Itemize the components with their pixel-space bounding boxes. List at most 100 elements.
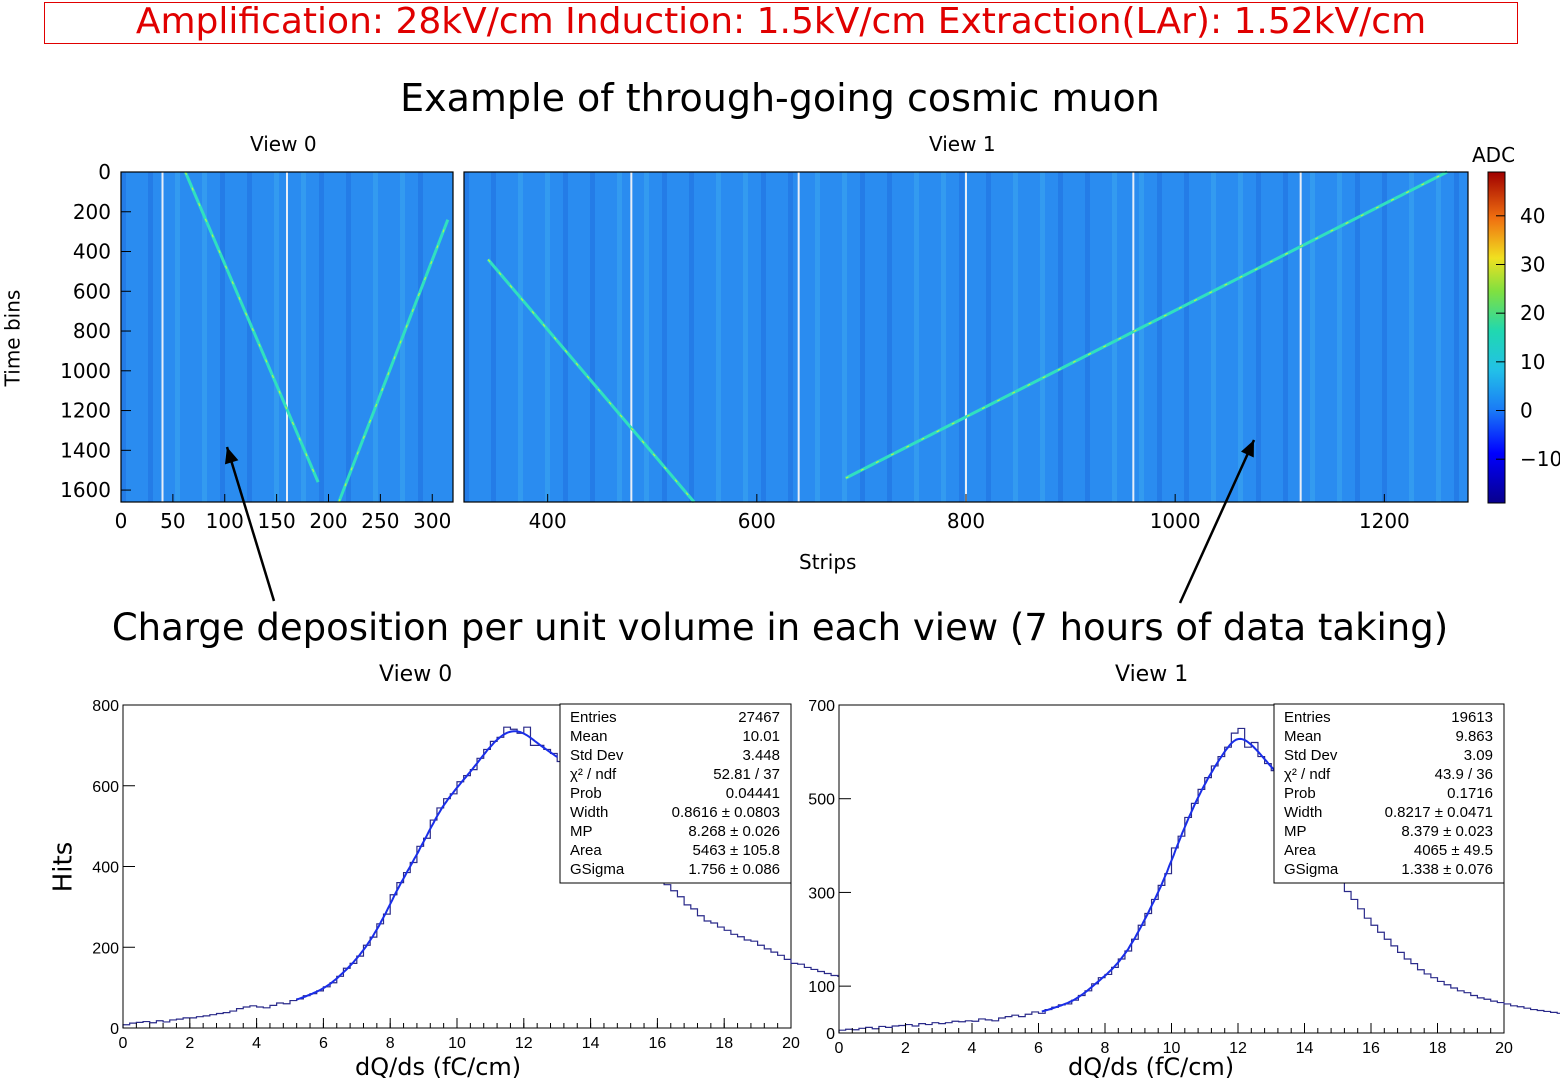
- stats-key: Mean: [1284, 728, 1322, 745]
- noise-stripe: [1310, 172, 1315, 502]
- view0-hist-title: View 0: [379, 662, 453, 687]
- y-tick-label: 400: [73, 240, 111, 264]
- noise-stripe: [617, 172, 622, 502]
- event-display-frame: [120, 171, 454, 503]
- noise-stripe: [689, 172, 694, 502]
- hist-x-tick-label: 14: [582, 1035, 600, 1052]
- hist-x-tick-label: 2: [901, 1040, 910, 1057]
- noise-stripe: [175, 172, 180, 502]
- x-tick-label: 600: [738, 509, 776, 533]
- noise-stripe: [1238, 172, 1243, 502]
- stats-key: Entries: [1284, 709, 1331, 726]
- colorbar: [1487, 171, 1506, 504]
- hist-x-tick-label: 12: [515, 1035, 533, 1052]
- stats-value: 19613: [1451, 709, 1493, 726]
- noise-stripe: [716, 172, 721, 502]
- noise-stripe: [590, 172, 595, 502]
- noise-stripe: [247, 172, 252, 502]
- main-title: Example of through-going cosmic muon: [400, 76, 1160, 120]
- stats-key: GSigma: [1284, 861, 1339, 878]
- noise-stripe: [662, 172, 667, 502]
- noise-stripe: [220, 172, 225, 502]
- noise-stripe: [1256, 172, 1261, 502]
- hist-y-tick-label: 600: [92, 779, 119, 796]
- stats-key: MP: [1284, 823, 1307, 840]
- stats-value: 3.09: [1464, 747, 1493, 764]
- noise-stripe: [941, 172, 946, 502]
- x-tick-label: 0: [115, 509, 128, 533]
- view0-display-title: View 0: [250, 132, 317, 156]
- view0-hist-xlabel: dQ/ds (fC/cm): [355, 1053, 522, 1081]
- hist-y-tick-label: 0: [110, 1021, 119, 1038]
- noise-stripe: [1337, 172, 1342, 502]
- noise-stripe: [860, 172, 865, 502]
- noise-stripe: [1211, 172, 1216, 502]
- noise-stripe: [373, 172, 378, 502]
- stats-key: χ² / ndf: [570, 766, 617, 783]
- hist-x-tick-label: 18: [715, 1035, 733, 1052]
- x-tick-label: 800: [947, 509, 985, 533]
- stats-value: 1.756 ± 0.086: [688, 861, 780, 878]
- noise-stripe: [121, 172, 126, 502]
- noise-stripe: [761, 172, 766, 502]
- x-tick-label: 50: [160, 509, 185, 533]
- view1-hist-title: View 1: [1115, 662, 1189, 687]
- noise-stripe: [1436, 172, 1441, 502]
- hist-x-tick-label: 16: [649, 1035, 667, 1052]
- view1-stats-box: [1273, 703, 1505, 884]
- hist-x-tick-label: 16: [1362, 1040, 1380, 1057]
- stats-value: 3.448: [742, 747, 780, 764]
- y-tick-label: 200: [73, 200, 111, 224]
- noise-stripe: [346, 172, 351, 502]
- hist-x-tick-label: 4: [252, 1035, 261, 1052]
- x-tick-label: 100: [206, 509, 244, 533]
- noise-stripe: [1283, 172, 1288, 502]
- hist-x-tick-label: 8: [1101, 1040, 1110, 1057]
- hist-x-tick-label: 20: [1495, 1040, 1513, 1057]
- y-tick-label: 1200: [60, 399, 111, 423]
- run-conditions-banner: Amplification: 28kV/cm Induction: 1.5kV/…: [44, 2, 1518, 44]
- arrow-to-view1-head: [1241, 440, 1254, 458]
- stats-value: 10.01: [742, 728, 780, 745]
- stats-value: 0.04441: [726, 785, 780, 802]
- colorbar-tick-label: −10: [1520, 447, 1560, 471]
- x-tick-label: 150: [258, 509, 296, 533]
- hist-x-tick-label: 2: [185, 1035, 194, 1052]
- stats-key: Prob: [1284, 785, 1316, 802]
- noise-stripe: [1355, 172, 1360, 502]
- stats-key: Area: [1284, 842, 1316, 859]
- muon-track-hotspots: [845, 171, 1448, 479]
- noise-stripe: [1058, 172, 1063, 502]
- noise-stripe: [491, 172, 496, 502]
- x-tick-label: 1000: [1150, 509, 1201, 533]
- y-tick-label: 1000: [60, 359, 111, 383]
- noise-stripe: [1454, 172, 1459, 502]
- noise-stripe: [202, 172, 207, 502]
- stats-key: Prob: [570, 785, 602, 802]
- noise-stripe: [545, 172, 550, 502]
- muon-track-0-0: [183, 171, 320, 483]
- colorbar-tick-label: 20: [1520, 301, 1545, 325]
- hist-x-tick-label: 8: [386, 1035, 395, 1052]
- stats-value: 8.268 ± 0.026: [688, 823, 780, 840]
- noise-stripe: [1139, 172, 1144, 502]
- stats-value: 1.338 ± 0.076: [1401, 861, 1493, 878]
- colorbar-tick-label: 10: [1520, 350, 1545, 374]
- noise-stripe: [1040, 172, 1045, 502]
- noise-stripe: [986, 172, 991, 502]
- noise-stripe: [842, 172, 847, 502]
- colorbar-tick-label: 0: [1520, 399, 1533, 423]
- noise-stripe: [301, 172, 306, 502]
- hist-y-tick-label: 100: [808, 979, 835, 996]
- stats-key: Width: [1284, 804, 1322, 821]
- muon-track-0-1: [337, 219, 450, 503]
- noise-stripe: [274, 172, 279, 502]
- hist-x-tick-label: 10: [448, 1035, 466, 1052]
- hist-x-tick-label: 0: [119, 1035, 128, 1052]
- noise-stripe: [1085, 172, 1090, 502]
- stats-key: GSigma: [570, 861, 625, 878]
- noise-stripe: [959, 172, 964, 502]
- colorbar-title: ADC: [1472, 143, 1516, 167]
- hist-x-tick-label: 14: [1296, 1040, 1314, 1057]
- x-tick-label: 400: [529, 509, 567, 533]
